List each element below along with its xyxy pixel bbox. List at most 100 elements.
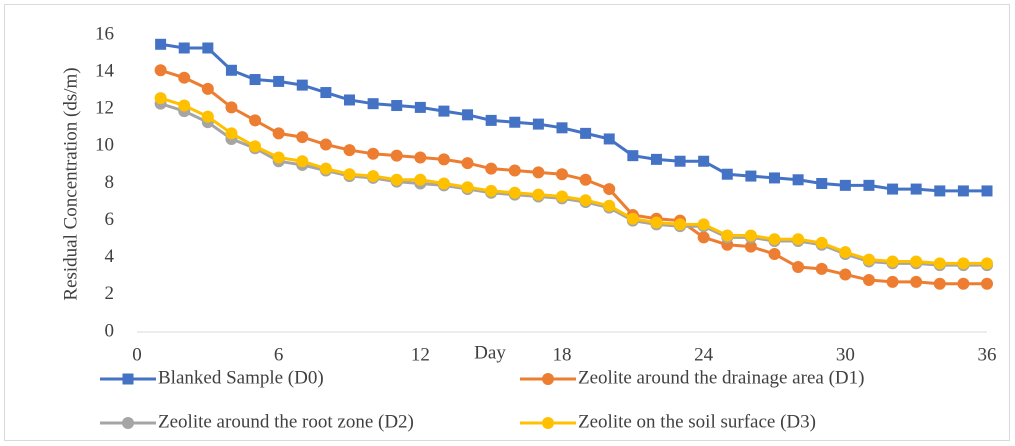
marker (887, 183, 899, 195)
marker (273, 75, 285, 87)
marker (744, 229, 757, 242)
marker (272, 151, 285, 164)
marker (201, 110, 214, 123)
marker (886, 255, 899, 268)
marker (768, 248, 781, 261)
marker (792, 261, 805, 274)
marker (674, 218, 687, 231)
legend-label: Zeolite around the root zone (D2) (158, 411, 414, 432)
marker (981, 185, 993, 197)
marker (698, 155, 710, 167)
marker (225, 101, 238, 114)
marker (343, 144, 356, 157)
marker (296, 155, 309, 168)
marker (862, 274, 875, 287)
marker (532, 166, 545, 179)
marker (155, 38, 167, 50)
marker (792, 174, 804, 186)
marker (957, 277, 970, 290)
marker (249, 74, 261, 86)
marker (579, 194, 592, 207)
marker (249, 140, 262, 153)
marker (886, 275, 899, 288)
marker (542, 417, 554, 429)
marker (225, 127, 238, 140)
x-tick-label: 24 (694, 344, 714, 365)
marker (556, 168, 568, 181)
marker (296, 79, 308, 91)
marker (154, 92, 167, 105)
legend-label: Zeolite around the drainage area (D1) (578, 367, 864, 388)
marker (508, 164, 521, 177)
marker (319, 138, 332, 151)
marker (178, 99, 191, 112)
marker (122, 417, 134, 429)
x-tick-label: 12 (411, 344, 430, 365)
y-tick-label: 8 (105, 172, 115, 193)
x-tick-label: 18 (553, 344, 572, 365)
y-tick-label: 2 (105, 283, 115, 304)
marker (367, 147, 380, 160)
marker (863, 179, 875, 191)
marker (745, 170, 757, 182)
marker (721, 229, 734, 242)
marker (532, 188, 545, 201)
marker (815, 262, 828, 275)
marker (744, 240, 757, 253)
marker (272, 127, 285, 140)
marker (697, 231, 710, 244)
x-axis-label: Day (474, 342, 506, 363)
marker (603, 183, 616, 196)
marker (839, 246, 852, 259)
y-tick-label: 10 (95, 135, 114, 156)
x-tick-label: 30 (836, 344, 855, 365)
marker (910, 183, 922, 195)
marker (650, 153, 662, 165)
marker (981, 257, 993, 270)
marker (154, 64, 167, 77)
marker (485, 114, 497, 126)
marker (202, 42, 214, 54)
marker (580, 127, 592, 139)
legend-label: Blanked Sample (D0) (158, 367, 324, 388)
marker (674, 155, 686, 167)
y-tick-label: 4 (105, 246, 115, 267)
marker (626, 212, 639, 225)
marker (320, 87, 332, 99)
marker (122, 373, 134, 385)
marker (862, 253, 875, 266)
marker (792, 233, 805, 246)
marker (603, 133, 615, 145)
y-tick-label: 6 (105, 209, 115, 230)
marker (438, 105, 450, 117)
y-tick-label: 14 (95, 60, 115, 81)
marker (367, 98, 379, 110)
marker (461, 181, 474, 194)
marker (839, 268, 852, 281)
marker (721, 168, 733, 180)
marker (650, 216, 663, 229)
marker (178, 71, 191, 84)
marker (542, 373, 554, 385)
marker (225, 64, 237, 76)
marker (556, 190, 568, 203)
legend-label: Zeolite on the soil surface (D3) (578, 411, 816, 432)
marker (462, 109, 474, 121)
marker (532, 118, 544, 130)
y-tick-label: 16 (95, 23, 114, 44)
marker (579, 173, 592, 186)
marker (957, 257, 970, 270)
marker (296, 131, 309, 144)
marker (437, 153, 450, 166)
marker (815, 236, 828, 249)
marker (344, 94, 355, 106)
marker (437, 177, 450, 190)
marker (768, 233, 781, 246)
y-tick-label: 0 (105, 320, 115, 341)
marker (201, 82, 214, 95)
marker (509, 116, 521, 128)
marker (461, 157, 474, 170)
marker (627, 150, 639, 162)
x-tick-label: 36 (978, 344, 997, 365)
